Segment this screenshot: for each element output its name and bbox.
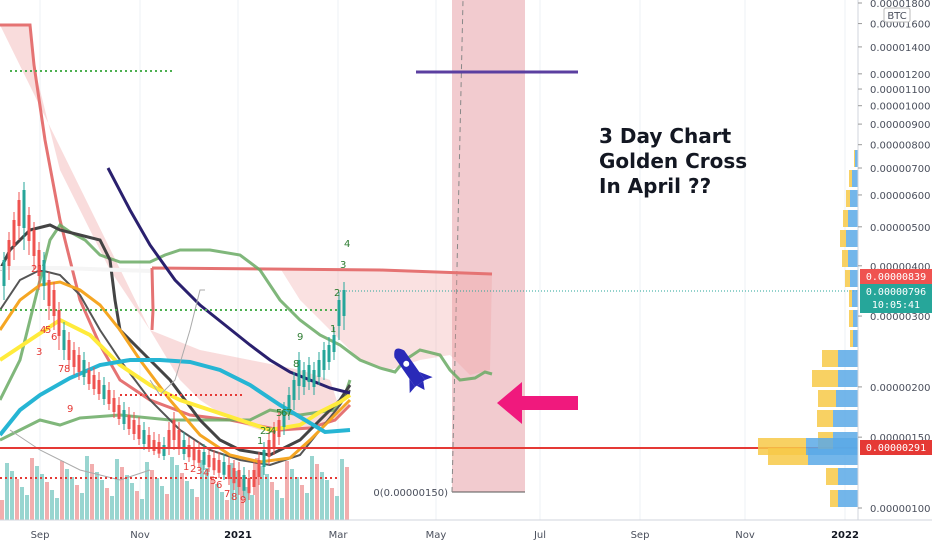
- x-tick-label: Sep: [31, 530, 50, 541]
- x-axis: Sep Nov 2021 Mar May Jul Sep Nov 2022: [31, 530, 859, 541]
- price-tag-support: 0.00000291: [860, 440, 932, 455]
- volume-bars: [0, 456, 349, 520]
- td-count-top: 1: [330, 324, 336, 335]
- fib-label: 0(0.00000150): [373, 488, 448, 499]
- td-count-red: 8: [64, 364, 70, 375]
- td-count-top: 4: [344, 239, 350, 250]
- td-count-green: 7: [286, 408, 292, 419]
- td-count-red: 9: [67, 404, 73, 415]
- y-tick-label: 0.00000150: [870, 433, 930, 444]
- currency-badge: [883, 7, 911, 23]
- cloud-fill-right: [152, 268, 492, 375]
- td-count-green: 8: [293, 359, 299, 370]
- td-count-green: 2: [260, 426, 266, 437]
- y-tick-label: 0.00001000: [870, 102, 930, 113]
- td-count-red-low: 4: [203, 468, 209, 479]
- volume-profile: [758, 150, 858, 507]
- td-count-red-low: 5: [210, 476, 216, 487]
- yellow-ma: [0, 317, 352, 433]
- gray-line: [0, 223, 352, 457]
- td-count-red-low: 8: [231, 492, 237, 503]
- y-tick-label: 0.00001200: [870, 70, 930, 81]
- y-tick-label: 0.00000300: [870, 312, 930, 323]
- td-count-red-low: 7: [224, 489, 230, 500]
- svg-text:0.00000291: 0.00000291: [866, 443, 926, 454]
- currency-label: BTC: [887, 11, 906, 22]
- x-tick-label: 2021: [224, 530, 252, 541]
- y-tick-label: 0.00000100: [870, 504, 930, 515]
- td-count-red: 4: [40, 325, 46, 336]
- red-ma-flat: [150, 266, 493, 331]
- x-tick-label: Nov: [735, 530, 755, 541]
- td-count-red: 3: [36, 347, 42, 358]
- y-tick-label: 0.00000800: [870, 141, 930, 152]
- td-count-red-low: 2: [190, 464, 196, 475]
- y-tick-label: 0.00001100: [870, 85, 930, 96]
- x-tick-label: Sep: [631, 530, 650, 541]
- td-count-green: 3: [265, 426, 271, 437]
- y-tick-label: 0.00000400: [870, 262, 930, 273]
- x-tick-label: Jul: [533, 530, 546, 541]
- svg-text:0.00000839: 0.00000839: [866, 272, 926, 283]
- white-ma: [0, 266, 151, 273]
- svg-text:0.00000796: 0.00000796: [866, 287, 926, 298]
- td-count-red: 6: [51, 332, 57, 343]
- td-count-red-low: 1: [183, 462, 189, 473]
- projection-dashed: [451, 0, 464, 493]
- td-count-green: 4: [270, 426, 276, 437]
- annotation-line-3: In April ??: [599, 174, 711, 198]
- td-count-red: 2: [31, 264, 37, 275]
- y-tick-label: 0.00001400: [870, 43, 930, 54]
- td-count-green: 6: [281, 408, 287, 419]
- td-count-top: 3: [340, 260, 346, 271]
- td-count-red: 1: [37, 264, 43, 275]
- rocket-icon: [394, 348, 433, 394]
- y-axis-bg: [859, 0, 932, 520]
- td-count-green: 5: [276, 408, 282, 419]
- red-ma-line: [0, 23, 352, 432]
- y-axis: 0.00000100 0.00000150 0.00000200 0.00000300…: [858, 0, 930, 515]
- td-count-red: 5: [45, 325, 51, 336]
- y-tick-label: 0.00000600: [870, 191, 930, 202]
- cyan-ma: [0, 358, 351, 437]
- gray-line-2: [0, 268, 351, 467]
- pink-arrow-icon: [497, 382, 578, 424]
- x-tick-label: 2022: [831, 530, 859, 541]
- y-tick-label: 0.00000500: [870, 223, 930, 234]
- td-count-red-low: 9: [240, 495, 246, 506]
- y-tick-label: 0.00000200: [870, 383, 930, 394]
- y-tick-label: 0.00000900: [870, 120, 930, 131]
- td-count-green: 9: [297, 332, 303, 343]
- td-count-green: 1: [257, 436, 263, 447]
- x-tick-label: May: [426, 530, 447, 541]
- td-count-red-low: 3: [196, 466, 202, 477]
- cloud-fill-top: [0, 25, 340, 430]
- td-count-red: 7: [58, 364, 64, 375]
- y-tick-label: 0.00001600: [870, 20, 930, 31]
- svg-text:10:05:41: 10:05:41: [872, 300, 920, 311]
- td-count-red-low: 6: [216, 480, 222, 491]
- price-tag-green: 0.00000796 10:05:41: [860, 284, 932, 313]
- x-tick-label: Mar: [329, 530, 349, 541]
- annotation-line-2: Golden Cross: [599, 149, 747, 173]
- x-tick-label: Nov: [130, 530, 150, 541]
- y-tick-label: 0.00000700: [870, 164, 930, 175]
- y-tick-label: 0.00001800: [870, 0, 930, 10]
- price-tag-red: 0.00000839: [860, 269, 932, 284]
- thin-price-line: [9, 289, 205, 481]
- td-count-top: 2: [334, 288, 340, 299]
- highlight-zone: [452, 0, 525, 492]
- annotation-line-1: 3 Day Chart: [599, 124, 732, 148]
